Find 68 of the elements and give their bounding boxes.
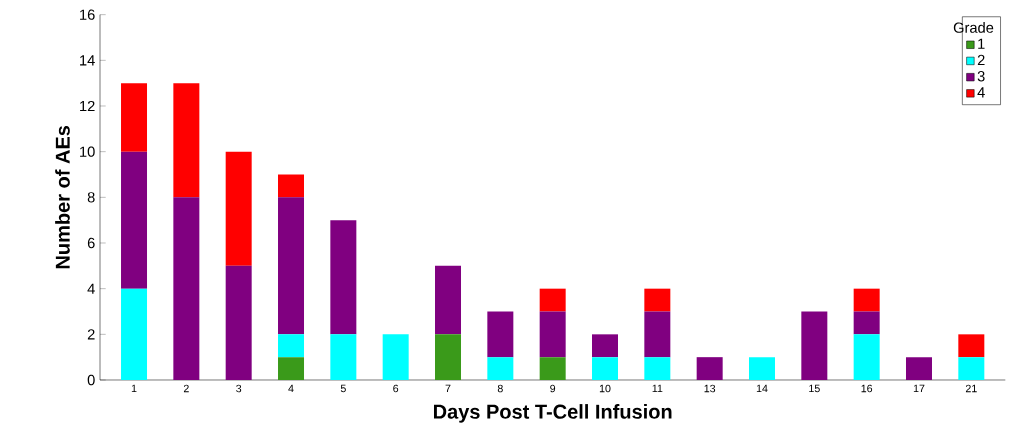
x-tick-label: 2	[183, 384, 189, 393]
bar	[539, 357, 566, 380]
x-tick-label: 1	[131, 384, 137, 393]
legend-label: 2	[977, 54, 985, 66]
y-axis-title: Number of AEs	[55, 125, 70, 269]
bar	[225, 151, 252, 266]
bar	[382, 334, 409, 380]
x-tick-label: 11	[652, 384, 663, 393]
legend-title: Grade	[953, 22, 994, 33]
bar	[958, 357, 985, 380]
bar	[539, 311, 566, 358]
bar	[121, 83, 148, 152]
bar	[644, 357, 671, 380]
x-tick-label: 16	[861, 384, 873, 393]
x-tick-label: 14	[756, 384, 768, 393]
y-tick-label: 0	[87, 374, 95, 386]
bar	[225, 265, 252, 380]
x-tick-label: 4	[288, 384, 294, 393]
x-tick-label: 8	[497, 384, 503, 393]
bar	[330, 334, 357, 380]
y-tick-label: 2	[87, 329, 95, 340]
x-tick-label: 21	[965, 384, 977, 393]
bar	[644, 288, 671, 312]
legend-label: 3	[977, 71, 985, 82]
bar	[644, 311, 671, 358]
bar	[801, 311, 828, 380]
bar	[330, 220, 357, 335]
x-axis-title: Days Post T-Cell Infusion	[433, 404, 672, 423]
bar	[173, 83, 200, 198]
bar	[749, 357, 775, 380]
bar	[905, 357, 932, 380]
y-tick-label: 16	[80, 9, 95, 20]
x-tick-label: 9	[550, 384, 556, 393]
y-tick-label: 10	[80, 146, 95, 157]
y-tick-label: 8	[87, 192, 95, 203]
legend-label: 1	[978, 38, 985, 49]
bar	[487, 357, 514, 380]
x-tick-label: 15	[809, 384, 820, 393]
bar	[592, 334, 618, 358]
bar	[278, 334, 305, 358]
x-tick-label: 3	[236, 384, 242, 393]
y-tick-label: 14	[80, 55, 95, 66]
bar	[121, 288, 148, 380]
bar	[435, 265, 462, 335]
y-tick-label: 6	[87, 237, 95, 249]
bar	[173, 197, 200, 380]
x-tick-label: 7	[445, 384, 451, 393]
bar	[853, 311, 880, 335]
x-tick-label: 17	[913, 384, 925, 393]
bar	[853, 334, 880, 380]
bar	[121, 151, 148, 289]
bar	[278, 197, 305, 335]
bar	[278, 357, 305, 380]
x-tick-label: 6	[393, 384, 399, 393]
bar	[487, 311, 514, 358]
x-tick-label: 10	[599, 384, 611, 393]
x-tick-label: 5	[340, 384, 346, 393]
bar	[435, 334, 462, 380]
bar	[958, 334, 985, 358]
bar	[696, 357, 723, 380]
bar	[278, 174, 305, 198]
y-tick-label: 4	[87, 283, 95, 294]
y-tick-label: 12	[80, 100, 95, 112]
bar	[592, 357, 618, 380]
x-tick-label: 13	[704, 384, 716, 393]
bar	[539, 288, 566, 312]
bar	[853, 288, 880, 312]
legend-label: 4	[977, 87, 985, 98]
